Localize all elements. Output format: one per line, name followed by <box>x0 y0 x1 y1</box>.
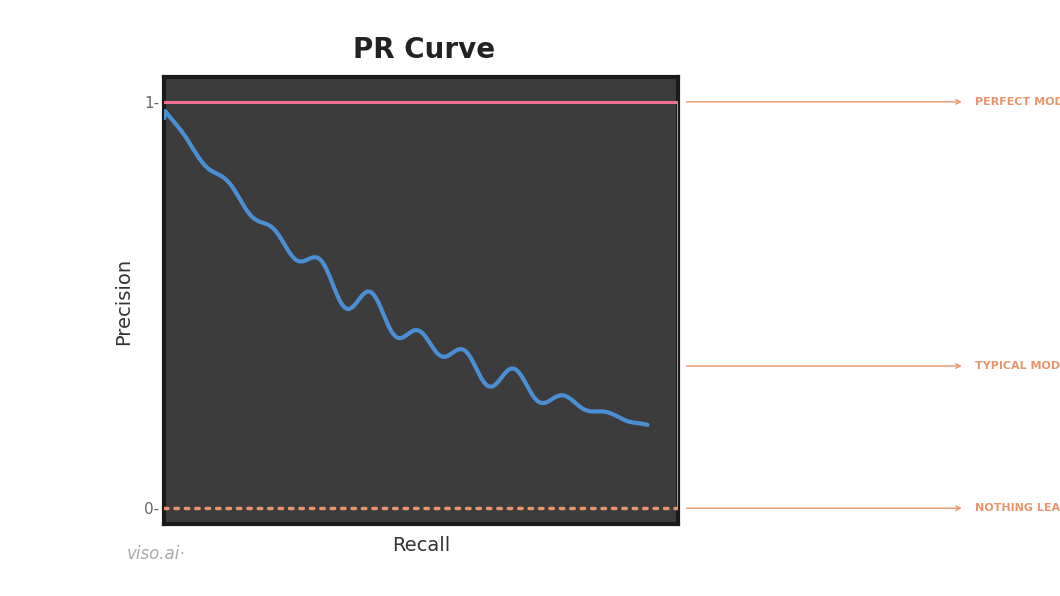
Text: viso.ai·: viso.ai· <box>127 545 185 563</box>
Text: NOTHING LEARNED: NOTHING LEARNED <box>975 503 1060 513</box>
Text: PERFECT MODEL: PERFECT MODEL <box>975 97 1060 107</box>
Text: PR Curve: PR Curve <box>353 36 495 64</box>
Text: TYPICAL MODEL: TYPICAL MODEL <box>975 361 1060 371</box>
Y-axis label: Precision: Precision <box>114 257 134 344</box>
X-axis label: Recall: Recall <box>392 536 450 555</box>
